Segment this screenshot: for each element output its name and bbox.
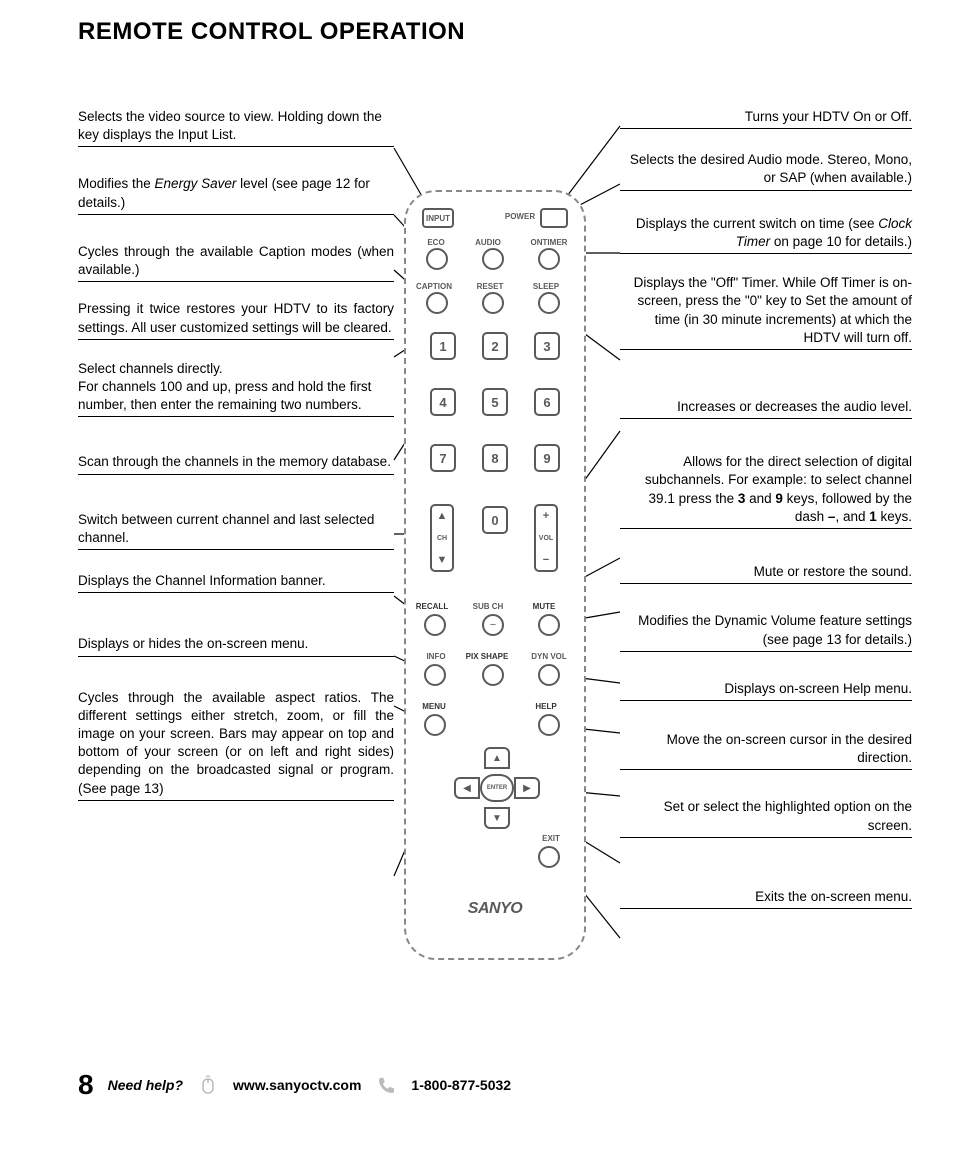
- sleep-label: SLEEP: [526, 282, 566, 291]
- pixshape-button: [482, 664, 504, 686]
- num-4: 4: [430, 388, 456, 416]
- mute-label: MUTE: [524, 602, 564, 611]
- dpad-left: ◀: [454, 777, 480, 799]
- audio-label: AUDIO: [468, 238, 508, 247]
- dpad-down: ▼: [484, 807, 510, 829]
- input-button: INPUT: [422, 208, 454, 228]
- subch-button: −: [482, 614, 504, 636]
- info-button: [424, 664, 446, 686]
- eco-label: ECO: [416, 238, 456, 247]
- recall-label: RECALL: [410, 602, 454, 611]
- footer-phone: 1-800-877-5032: [411, 1077, 511, 1093]
- ch-rocker: ▲CH▼: [430, 504, 454, 572]
- num-5: 5: [482, 388, 508, 416]
- remote-outline: INPUT POWER ECO AUDIO ONTIMER CAPTION RE…: [404, 190, 586, 960]
- num-3: 3: [534, 332, 560, 360]
- mouse-icon: [197, 1074, 219, 1096]
- num-8: 8: [482, 444, 508, 472]
- menu-button: [424, 714, 446, 736]
- ontimer-button: [538, 248, 560, 270]
- reset-button: [482, 292, 504, 314]
- footer-web: www.sanyoctv.com: [233, 1077, 361, 1093]
- num-2: 2: [482, 332, 508, 360]
- num-6: 6: [534, 388, 560, 416]
- dpad-right: ▶: [514, 777, 540, 799]
- ontimer-label: ONTIMER: [524, 238, 574, 247]
- exit-button: [538, 846, 560, 868]
- need-help-label: Need help?: [108, 1077, 183, 1093]
- reset-label: RESET: [470, 282, 510, 291]
- dpad-up: ▲: [484, 747, 510, 769]
- num-9: 9: [534, 444, 560, 472]
- power-label: POWER: [500, 212, 540, 221]
- help-button: [538, 714, 560, 736]
- power-button: [540, 208, 568, 228]
- phone-icon: [375, 1074, 397, 1096]
- subch-label: SUB CH: [466, 602, 510, 611]
- info-label: INFO: [416, 652, 456, 661]
- page-number: 8: [78, 1069, 94, 1101]
- enter-button: ENTER: [480, 774, 514, 802]
- dynvol-button: [538, 664, 560, 686]
- dpad: ▲ ◀ ▶ ▼ ENTER: [456, 747, 538, 829]
- footer: 8 Need help? www.sanyoctv.com 1-800-877-…: [78, 1069, 511, 1101]
- menu-label: MENU: [414, 702, 454, 711]
- eco-button: [426, 248, 448, 270]
- exit-label: EXIT: [531, 834, 571, 843]
- recall-button: [424, 614, 446, 636]
- mute-button: [538, 614, 560, 636]
- help-label: HELP: [526, 702, 566, 711]
- num-1: 1: [430, 332, 456, 360]
- brand-logo: SANYO: [406, 900, 584, 918]
- dynvol-label: DYN VOL: [524, 652, 574, 661]
- caption-label: CAPTION: [412, 282, 456, 291]
- num-7: 7: [430, 444, 456, 472]
- caption-button: [426, 292, 448, 314]
- vol-rocker: +VOL−: [534, 504, 558, 572]
- num-0: 0: [482, 506, 508, 534]
- audio-button: [482, 248, 504, 270]
- pixshape-label: PIX SHAPE: [458, 652, 516, 661]
- sleep-button: [538, 292, 560, 314]
